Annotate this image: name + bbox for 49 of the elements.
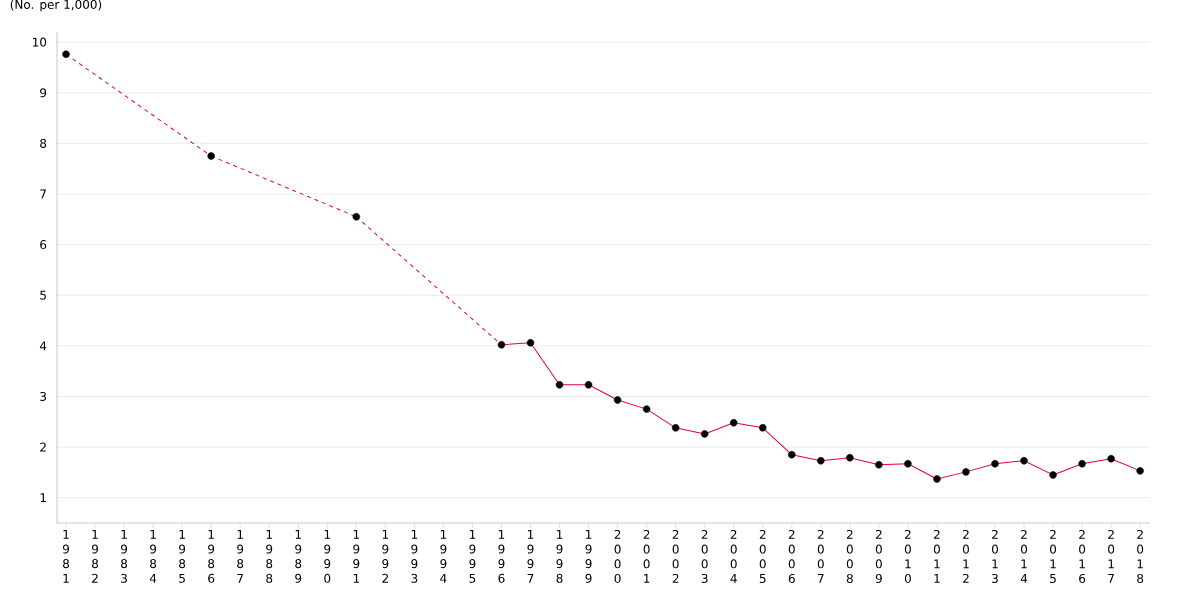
x-tick-label: 2016: [1079, 529, 1086, 584]
x-tick-label: 1981: [62, 529, 69, 583]
x-tick-label: 2017: [1108, 529, 1115, 583]
x-tick-label: 1986: [208, 529, 215, 583]
x-tick-label: 2002: [672, 529, 679, 583]
x-tick-label: 1992: [382, 529, 389, 583]
x-tick-label: 2018: [1137, 529, 1144, 584]
y-tick-label: 3: [40, 391, 46, 401]
x-tick-label: 2013: [991, 529, 999, 584]
y-tick-label: 4: [39, 341, 47, 351]
x-tick-label: 2015: [1050, 529, 1057, 584]
x-tick-label: 2003: [701, 529, 708, 584]
y-tick-label: 6: [40, 240, 47, 250]
x-tick-label: 1991: [353, 529, 360, 583]
y-tick-label: 9: [40, 88, 47, 98]
x-tick-label: 2005: [759, 529, 766, 584]
x-tick-label: 1993: [411, 529, 418, 583]
x-tick-label: 1989: [295, 529, 302, 583]
y-axis-title: (No. per 1,000): [10, 0, 102, 12]
x-tick-label: 1987: [237, 529, 244, 583]
x-tick-label: 2011: [933, 529, 940, 583]
y-tick-label: 7: [40, 189, 46, 199]
x-tick-label: 2012: [962, 529, 969, 583]
x-tick-label: 1996: [498, 529, 505, 583]
x-tick-label: 1995: [469, 529, 476, 583]
y-tick-label: 8: [40, 138, 47, 148]
x-tick-label: 1999: [585, 529, 592, 583]
y-tick-label: 10: [33, 37, 47, 47]
x-tick-label: 1983: [121, 529, 128, 583]
x-tick-label: 2010: [904, 529, 911, 584]
x-tick-label: 2008: [846, 529, 853, 584]
x-tick-label: 2004: [730, 529, 737, 583]
y-tick-label: 2: [40, 442, 46, 452]
x-tick-label: 2007: [817, 529, 824, 583]
x-tick-label: 1982: [91, 529, 99, 583]
y-tick-label: 5: [40, 290, 46, 300]
x-tick-label: 2000: [614, 529, 621, 584]
x-tick-label: 1985: [179, 529, 186, 583]
x-tick-label: 2009: [875, 529, 882, 584]
x-tick-label: 2006: [788, 529, 795, 584]
x-tick-label: 1988: [266, 529, 273, 583]
x-tick-label: 2001: [643, 529, 650, 583]
y-tick-label: 1: [40, 493, 46, 503]
x-tick-label: 1997: [527, 529, 534, 583]
x-tick-label: 2014: [1020, 529, 1028, 583]
x-tick-label: 1984: [149, 529, 157, 583]
x-tick-label: 1994: [440, 529, 447, 583]
x-tick-label: 1998: [556, 529, 563, 583]
x-tick-label: 1990: [324, 529, 331, 583]
